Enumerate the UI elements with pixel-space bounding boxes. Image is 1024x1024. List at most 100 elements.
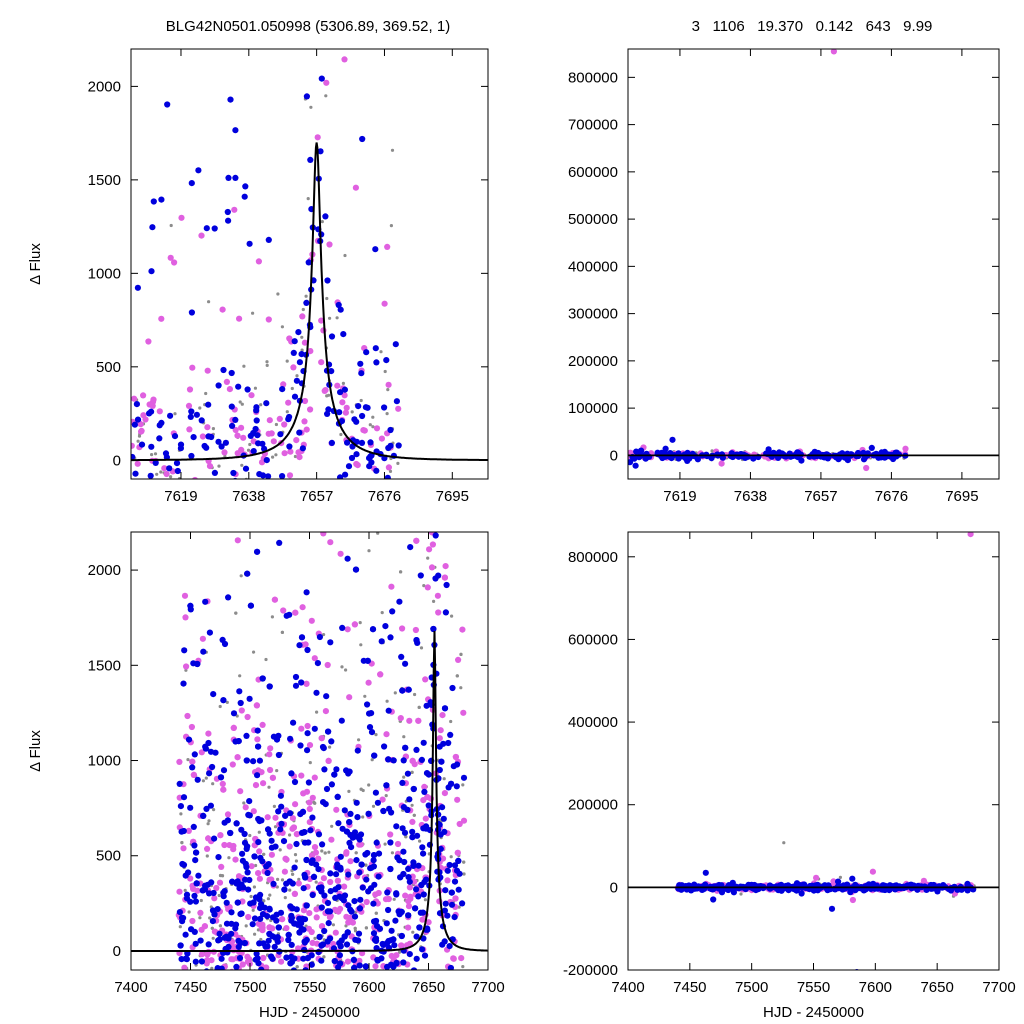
data-point-ogle-V xyxy=(346,989,352,995)
data-point-ogle-V xyxy=(183,663,190,670)
data-point-ogle-V xyxy=(184,515,190,521)
data-point-ogle-I xyxy=(190,823,197,831)
data-point-ogle-I xyxy=(333,766,340,773)
data-point-ogle-I xyxy=(419,844,426,851)
data-point-ogle-I xyxy=(373,509,379,515)
data-point-ogle-I xyxy=(401,858,408,866)
data-point-ogle-V xyxy=(327,878,334,886)
y-tick-label: 500 xyxy=(96,359,121,376)
data-point-ogle-I xyxy=(302,874,309,881)
x-tick-label: 7550 xyxy=(797,979,830,996)
data-point-ogle-I xyxy=(397,874,404,881)
data-point-ogle-I xyxy=(436,743,443,750)
data-point-other xyxy=(264,657,268,662)
data-point-other xyxy=(240,463,244,467)
data-point-other xyxy=(229,481,232,484)
data-point-ogle-I xyxy=(303,93,310,100)
data-point-ogle-I xyxy=(215,438,222,445)
x-tick-label: 7619 xyxy=(663,488,696,505)
data-point-ogle-V xyxy=(365,679,372,686)
data-point-ogle-V xyxy=(320,875,327,882)
data-point-ogle-V xyxy=(345,485,351,491)
data-point-ogle-I xyxy=(232,127,239,134)
data-point-ogle-I xyxy=(253,950,260,957)
data-point-ogle-I xyxy=(268,837,275,844)
data-point-ogle-I xyxy=(233,963,240,970)
data-point-ogle-I xyxy=(203,968,210,970)
data-point-ogle-I xyxy=(421,788,428,796)
data-point-ogle-V xyxy=(422,815,429,822)
data-point-ogle-V xyxy=(281,450,288,457)
data-point-other xyxy=(361,815,365,819)
data-point-other xyxy=(293,454,297,459)
data-point-ogle-V xyxy=(234,754,241,761)
data-point-other xyxy=(254,863,258,868)
data-point-other xyxy=(161,563,164,566)
data-point-other xyxy=(227,484,230,487)
data-point-ogle-V xyxy=(266,417,273,424)
data-point-ogle-I xyxy=(264,971,270,977)
data-point-other xyxy=(350,410,354,414)
data-point-other xyxy=(343,253,347,258)
data-point-ogle-I xyxy=(420,825,427,832)
data-point-ogle-I xyxy=(286,878,293,885)
data-point-other xyxy=(376,532,380,535)
data-point-ogle-I xyxy=(311,725,318,732)
data-point-ogle-I xyxy=(441,828,448,836)
data-point-ogle-I xyxy=(315,831,323,838)
x-tick-label: 7676 xyxy=(368,488,401,505)
data-point-ogle-I xyxy=(296,642,303,649)
fit-statistics: 3 1106 19.370 0.142 643 9.99 xyxy=(692,18,933,35)
data-point-ogle-V xyxy=(307,348,314,355)
data-point-ogle-V xyxy=(378,435,385,442)
data-point-ogle-V xyxy=(156,408,163,415)
data-point-ogle-V xyxy=(307,406,314,413)
data-point-ogle-I xyxy=(438,758,445,765)
data-point-ogle-I xyxy=(301,916,309,923)
data-point-ogle-I xyxy=(387,865,394,873)
data-point-ogle-I xyxy=(246,798,253,805)
data-point-other xyxy=(280,630,284,635)
data-point-ogle-I xyxy=(147,472,154,479)
data-point-ogle-I xyxy=(395,524,401,530)
data-point-other xyxy=(314,880,318,884)
data-point-ogle-I xyxy=(221,888,228,895)
data-point-ogle-V xyxy=(194,887,201,894)
data-point-ogle-I xyxy=(192,940,199,947)
data-point-ogle-I xyxy=(451,914,458,921)
data-point-ogle-I xyxy=(220,767,228,774)
data-point-ogle-I xyxy=(373,467,380,474)
data-point-other xyxy=(364,926,368,930)
data-point-other xyxy=(212,808,216,812)
data-point-ogle-I xyxy=(236,954,244,962)
data-point-other xyxy=(359,398,363,403)
data-point-ogle-V xyxy=(255,258,262,265)
x-tick-label: 7619 xyxy=(164,488,197,505)
data-point-other xyxy=(154,490,157,493)
data-point-ogle-I xyxy=(192,857,199,864)
data-point-ogle-I xyxy=(195,872,202,879)
data-point-ogle-I xyxy=(277,826,284,833)
data-point-ogle-I xyxy=(228,920,235,927)
panel-top-right: 7619 7638 7657 7676 7695 0 100000 200000 300000 4… xyxy=(568,48,1000,505)
data-point-other xyxy=(359,787,363,791)
data-point-ogle-I xyxy=(444,912,451,919)
data-point-ogle-I xyxy=(322,801,329,808)
data-point-ogle-I xyxy=(199,887,206,894)
data-point-other xyxy=(226,510,229,513)
data-point-ogle-I xyxy=(343,941,351,948)
data-point-other xyxy=(290,386,294,391)
data-point-ogle-I xyxy=(327,888,334,895)
data-point-other xyxy=(183,481,186,484)
data-point-ogle-V xyxy=(205,835,212,842)
data-point-ogle-I xyxy=(308,859,315,866)
data-point-ogle-V xyxy=(185,402,193,409)
data-point-ogle-I xyxy=(224,506,230,512)
data-point-ogle-I xyxy=(430,625,437,633)
data-point-ogle-I xyxy=(208,879,215,886)
data-point-other xyxy=(238,400,242,404)
data-point-ogle-I xyxy=(384,889,391,896)
x-tick-label: 7695 xyxy=(945,488,978,505)
data-point-other xyxy=(251,908,255,912)
data-point-ogle-I xyxy=(194,660,201,668)
